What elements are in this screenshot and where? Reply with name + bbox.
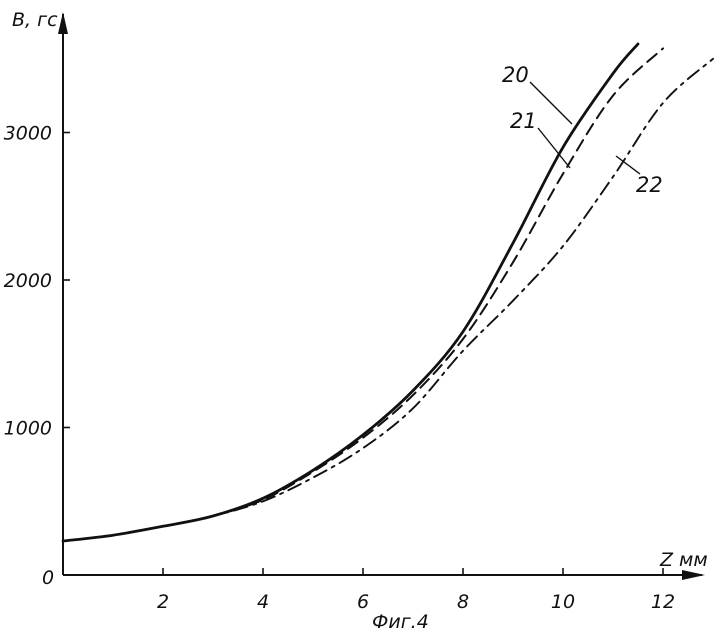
curve-20 bbox=[63, 44, 638, 541]
curve-label-22: 22 bbox=[636, 173, 663, 197]
y-axis-label: B, гс bbox=[12, 9, 58, 31]
x-axis-arrow bbox=[682, 570, 705, 580]
curve-22 bbox=[63, 59, 713, 541]
curves bbox=[63, 44, 713, 541]
x-tick-label-6: 6 bbox=[357, 591, 369, 613]
y-axis-arrow bbox=[58, 12, 68, 34]
curve-21 bbox=[63, 48, 663, 541]
x-tick-label-12: 12 bbox=[651, 591, 675, 613]
curve-label-20: 20 bbox=[502, 63, 529, 87]
x-tick-label-4: 4 bbox=[257, 591, 269, 613]
leader-line-22 bbox=[616, 156, 640, 174]
x-tick-label-10: 10 bbox=[551, 591, 575, 613]
x-tick-label-2: 2 bbox=[157, 591, 169, 613]
x-tick-label-8: 8 bbox=[457, 591, 469, 613]
x-axis-label: Z мм bbox=[659, 549, 708, 571]
ticks: 2 4 6 8 10 12 1000 2000 3000 bbox=[4, 123, 675, 614]
y-tick-label-1000: 1000 bbox=[4, 418, 52, 440]
axes bbox=[58, 12, 705, 580]
origin-label: 0 bbox=[42, 567, 54, 589]
curve-label-21: 21 bbox=[510, 109, 537, 133]
figure-caption: Фиг.4 bbox=[372, 611, 429, 633]
y-tick-label-3000: 3000 bbox=[4, 123, 52, 145]
y-tick-label-2000: 2000 bbox=[4, 270, 52, 292]
curve-labels: 20 21 22 bbox=[502, 63, 663, 197]
